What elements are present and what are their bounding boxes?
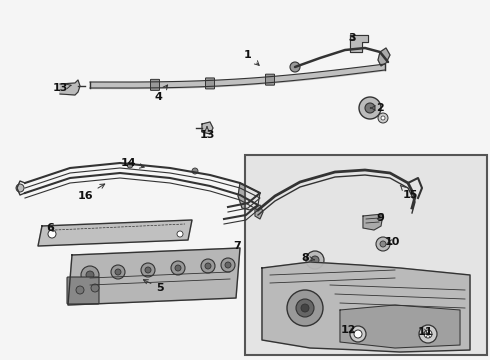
Circle shape bbox=[175, 265, 181, 271]
Polygon shape bbox=[363, 214, 383, 230]
Text: 8: 8 bbox=[301, 253, 315, 263]
Text: 16: 16 bbox=[77, 184, 105, 201]
FancyBboxPatch shape bbox=[205, 78, 215, 89]
FancyBboxPatch shape bbox=[67, 277, 99, 304]
Polygon shape bbox=[378, 48, 390, 66]
Circle shape bbox=[177, 231, 183, 237]
Text: 4: 4 bbox=[154, 85, 168, 102]
Polygon shape bbox=[238, 183, 260, 210]
Circle shape bbox=[350, 326, 366, 342]
Text: 1: 1 bbox=[244, 50, 259, 66]
Text: 12: 12 bbox=[340, 325, 356, 335]
Circle shape bbox=[306, 251, 324, 269]
Circle shape bbox=[141, 263, 155, 277]
Circle shape bbox=[81, 266, 99, 284]
Text: 7: 7 bbox=[233, 241, 241, 251]
Text: 9: 9 bbox=[376, 213, 384, 223]
Circle shape bbox=[201, 259, 215, 273]
Circle shape bbox=[359, 97, 381, 119]
Text: 6: 6 bbox=[46, 223, 54, 233]
Circle shape bbox=[127, 162, 133, 168]
Circle shape bbox=[192, 168, 198, 174]
Circle shape bbox=[290, 62, 300, 72]
FancyBboxPatch shape bbox=[266, 74, 274, 85]
Polygon shape bbox=[60, 80, 80, 95]
Circle shape bbox=[76, 286, 84, 294]
Circle shape bbox=[419, 325, 437, 343]
Text: 13: 13 bbox=[199, 127, 215, 140]
Circle shape bbox=[145, 267, 151, 273]
Circle shape bbox=[205, 263, 211, 269]
Circle shape bbox=[380, 241, 386, 247]
Circle shape bbox=[16, 184, 24, 192]
Circle shape bbox=[287, 290, 323, 326]
Circle shape bbox=[311, 256, 319, 264]
Circle shape bbox=[115, 269, 121, 275]
Polygon shape bbox=[255, 205, 263, 219]
Text: 15: 15 bbox=[400, 185, 417, 200]
Circle shape bbox=[296, 299, 314, 317]
Circle shape bbox=[221, 258, 235, 272]
Circle shape bbox=[378, 113, 388, 123]
Circle shape bbox=[225, 262, 231, 268]
Circle shape bbox=[171, 261, 185, 275]
Circle shape bbox=[365, 103, 375, 113]
Circle shape bbox=[424, 330, 432, 338]
Circle shape bbox=[301, 304, 309, 312]
FancyBboxPatch shape bbox=[150, 79, 160, 90]
Text: 3: 3 bbox=[348, 33, 356, 43]
Circle shape bbox=[91, 284, 99, 292]
Text: 14: 14 bbox=[120, 158, 144, 168]
Polygon shape bbox=[68, 248, 240, 305]
Text: 10: 10 bbox=[384, 237, 400, 247]
Circle shape bbox=[381, 116, 385, 120]
Polygon shape bbox=[262, 262, 470, 352]
Circle shape bbox=[111, 265, 125, 279]
Text: 2: 2 bbox=[370, 103, 384, 113]
Circle shape bbox=[376, 237, 390, 251]
Circle shape bbox=[48, 230, 56, 238]
Text: 5: 5 bbox=[144, 280, 164, 293]
Polygon shape bbox=[340, 305, 460, 348]
Circle shape bbox=[86, 271, 94, 279]
Polygon shape bbox=[350, 35, 368, 52]
FancyBboxPatch shape bbox=[245, 155, 487, 355]
Polygon shape bbox=[202, 122, 213, 134]
Text: 11: 11 bbox=[417, 327, 433, 337]
Text: 13: 13 bbox=[52, 83, 71, 93]
Circle shape bbox=[354, 330, 362, 338]
Polygon shape bbox=[38, 220, 192, 246]
